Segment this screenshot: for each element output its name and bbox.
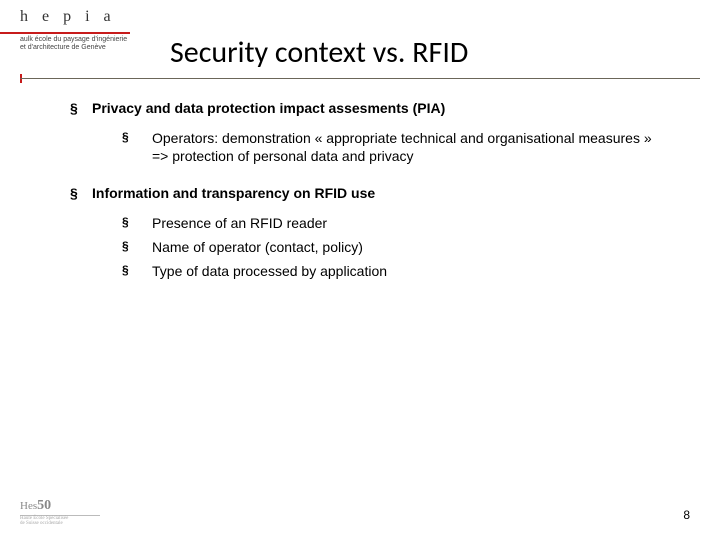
title-rule <box>20 78 700 79</box>
bullet-text: Operators: demonstration « appropriate t… <box>152 130 670 165</box>
bullet-l1: § Information and transparency on RFID u… <box>70 185 670 201</box>
footer-subtext: Haute École Spécialiséede Suisse occiden… <box>20 516 100 526</box>
bullet-l2: § Operators: demonstration « appropriate… <box>122 130 670 165</box>
bullet-l1: § Privacy and data protection impact ass… <box>70 100 670 116</box>
bullet-marker: § <box>122 263 152 279</box>
logo-accent-bar <box>0 32 130 34</box>
logo-letters: hepia <box>20 8 127 26</box>
footer-logo: Hes50 Haute École Spécialiséede Suisse o… <box>20 498 100 526</box>
logo-subtitle-l1: aulk école du paysage d'ingénierie <box>20 36 127 44</box>
logo-top: hepia aulk école du paysage d'ingénierie… <box>20 8 127 51</box>
page-number: 8 <box>683 508 690 522</box>
bullet-text: Presence of an RFID reader <box>152 215 327 231</box>
bullet-marker: § <box>122 130 152 165</box>
bullet-text: Type of data processed by application <box>152 263 387 279</box>
bullet-l2: § Presence of an RFID reader <box>122 215 670 231</box>
bullet-marker: § <box>122 239 152 255</box>
content: § Privacy and data protection impact ass… <box>70 100 670 287</box>
bullet-marker: § <box>70 185 92 201</box>
slide-title: Security context vs. RFID <box>170 34 468 71</box>
footer-year: 50 <box>37 498 51 513</box>
bullet-text: Information and transparency on RFID use <box>92 185 375 201</box>
bullet-l2: § Type of data processed by application <box>122 263 670 279</box>
bullet-text: Privacy and data protection impact asses… <box>92 100 445 116</box>
logo-subtitle-l2: et d'architecture de Genève <box>20 44 127 52</box>
bullet-marker: § <box>70 100 92 116</box>
bullet-l2: § Name of operator (contact, policy) <box>122 239 670 255</box>
logo-subtitle: aulk école du paysage d'ingénierie et d'… <box>20 36 127 51</box>
bullet-text: Name of operator (contact, policy) <box>152 239 363 255</box>
bullet-marker: § <box>122 215 152 231</box>
footer-brand: Hes <box>20 500 37 512</box>
slide: hepia aulk école du paysage d'ingénierie… <box>0 0 720 540</box>
